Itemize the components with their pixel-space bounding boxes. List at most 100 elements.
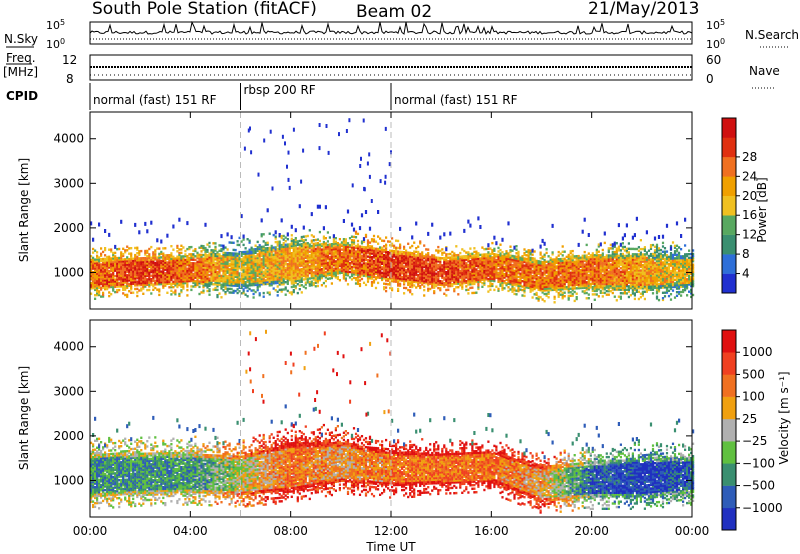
range-cell (208, 273, 211, 277)
range-cell (401, 275, 404, 279)
range-cell (405, 254, 408, 258)
range-cell (493, 288, 496, 292)
range-cell (264, 272, 267, 275)
range-cell (336, 275, 339, 279)
range-cell (407, 276, 410, 279)
range-cell (431, 282, 434, 286)
range-cell (411, 262, 414, 265)
range-cell (198, 273, 201, 276)
range-cell (399, 275, 402, 278)
range-cell (166, 268, 169, 271)
range-cell (106, 279, 109, 282)
range-cell (138, 280, 141, 283)
range-cell (274, 246, 277, 249)
range-cell (407, 260, 410, 263)
range-cell (366, 241, 370, 244)
range-cell (102, 257, 105, 261)
range-cell (200, 260, 203, 264)
range-cell (441, 248, 444, 251)
range-cell (346, 243, 350, 247)
range-cell (473, 277, 476, 280)
range-cell (555, 276, 558, 279)
range-cell (204, 268, 207, 271)
range-cell (531, 282, 534, 285)
range-cell (226, 259, 229, 262)
range-cell (493, 270, 496, 274)
range-cell (186, 278, 189, 281)
range-cell (362, 258, 366, 261)
range-cell (232, 284, 235, 287)
range-cell (521, 258, 524, 261)
range-cell (166, 261, 169, 264)
range-cell (180, 258, 183, 262)
range-cell (395, 278, 398, 282)
range-cell (240, 261, 243, 265)
range-cell (521, 269, 524, 272)
range-cell (318, 259, 321, 262)
range-cell (272, 273, 275, 276)
range-cell (417, 263, 420, 266)
range-cell (523, 280, 526, 283)
range-cell (110, 285, 113, 289)
range-cell (409, 274, 412, 278)
range-cell (419, 260, 422, 263)
range-cell (148, 288, 151, 292)
range-cell (98, 279, 101, 282)
range-cell (487, 258, 490, 261)
range-cell (395, 246, 398, 249)
range-cell (491, 249, 494, 252)
range-cell (212, 275, 215, 279)
range-cell (421, 278, 424, 281)
range-cell (242, 238, 245, 241)
range-cell (541, 255, 544, 258)
range-cell (112, 260, 115, 264)
range-cell (224, 267, 227, 271)
range-cell (421, 283, 424, 286)
range-cell (505, 259, 508, 262)
range-cell (228, 268, 231, 271)
range-cell (202, 273, 205, 276)
range-cell (284, 250, 287, 254)
range-cell (264, 256, 267, 259)
range-cell (246, 259, 249, 262)
range-cell (280, 274, 283, 277)
range-cell (427, 269, 430, 273)
range-cell (362, 247, 366, 251)
range-cell (208, 270, 211, 273)
range-cell (501, 260, 504, 263)
range-cell (475, 261, 478, 264)
range-cell (511, 286, 514, 290)
range-cell (118, 256, 121, 260)
range-cell (154, 281, 157, 284)
range-cell (266, 268, 269, 271)
range-cell (342, 255, 345, 259)
range-cell (274, 280, 277, 283)
range-cell (92, 276, 95, 279)
range-cell (421, 265, 424, 268)
range-cell (549, 283, 552, 286)
range-cell (561, 270, 564, 273)
range-cell (336, 252, 339, 256)
range-cell (461, 248, 464, 251)
range-cell (515, 266, 518, 269)
range-cell (138, 271, 141, 274)
range-cell (445, 260, 448, 263)
range-cell (336, 277, 339, 280)
range-cell (453, 281, 456, 284)
range-cell (268, 284, 271, 287)
range-cell (290, 266, 293, 269)
range-cell (497, 287, 500, 291)
range-cell (300, 250, 303, 253)
range-cell (334, 269, 337, 272)
range-cell (202, 277, 205, 280)
range-cell (557, 277, 560, 280)
range-cell (433, 254, 436, 257)
range-cell (148, 262, 151, 265)
range-cell (222, 267, 225, 271)
range-cell (200, 266, 203, 269)
range-cell (156, 276, 159, 279)
range-cell (563, 280, 566, 284)
range-cell (370, 264, 374, 268)
range-cell (212, 272, 215, 275)
range-cell (252, 257, 255, 260)
